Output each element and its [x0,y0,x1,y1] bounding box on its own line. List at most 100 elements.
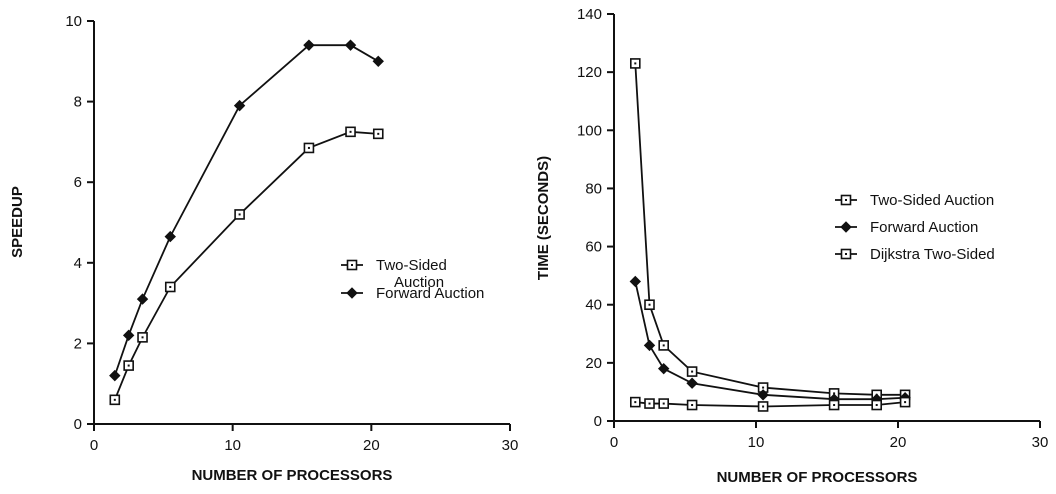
series-two-sided-auction [629,58,911,401]
data-point [629,58,641,69]
data-point [137,332,148,343]
data-point [164,230,176,243]
y-axis-label: TIME (SECONDS) [535,156,552,280]
marker-dot [762,386,765,389]
data-point [658,398,670,409]
data-point [372,55,384,68]
y-tick-label: 80 [585,180,602,197]
x-tick-label: 10 [748,434,765,451]
x-tick-label: 0 [610,434,618,451]
marker-dot [904,401,907,404]
data-point [123,360,134,371]
data-point [234,209,245,220]
marker-dot [833,404,836,407]
data-point [109,369,121,382]
legend-label: Forward Auction [870,219,978,236]
marker-dot [127,364,130,367]
marker-dot [169,285,172,288]
y-tick-label: 120 [577,64,602,81]
data-point [657,362,670,375]
legend: Two-Sided Auction Forward Auction Dijkstra… [835,192,995,263]
data-point [303,142,315,154]
data-point [345,126,356,138]
y-tick-label: 0 [594,413,602,430]
x-axis-label: NUMBER OF PROCESSORS [192,467,393,484]
marker-dot [634,401,637,404]
y-axis-label: SPEEDUP [9,186,26,258]
series-dijkstra-two-sided [629,396,911,412]
data-point [629,275,642,288]
data-point [233,99,246,112]
y-tick-label: 6 [74,174,82,191]
x-tick-label: 20 [890,434,907,451]
marker-dot [351,264,353,266]
x-tick-label: 10 [224,437,241,454]
x-axis-label: NUMBER OF PROCESSORS [717,469,918,486]
marker-dot [833,392,836,395]
x-tick-label: 0 [90,437,98,454]
series-line-forward-auction [113,44,379,376]
data-point [757,389,769,401]
legend-label: Two-Sided Auction [870,192,994,209]
x-tick-label: 20 [363,437,380,454]
data-point [109,394,121,406]
speedup-chart: 0 2 4 6 8 10 0 10 20 30 NUMBER OF PROCESSORS SPEEDU… [9,13,518,484]
y-tick-label: 20 [585,355,602,372]
y-tick-label: 0 [74,416,82,433]
series-forward-auction [629,275,911,405]
legend-marker [840,221,852,233]
marker-dot [662,402,665,405]
legend-label: Dijkstra Two-Sided [870,246,995,263]
data-point [643,339,656,352]
data-point [757,401,769,412]
series-forward-auction [109,39,384,382]
data-point [686,377,698,389]
marker-dot [349,130,352,133]
y-tick-label: 10 [65,13,82,30]
data-point [136,293,149,305]
data-point [372,128,384,140]
data-point [629,396,641,408]
time-chart: 0 20 40 60 80 100 120 140 0 10 20 30 NUMBER OF PROCE… [535,6,1048,486]
marker-dot [762,405,765,408]
marker-dot [238,213,241,216]
marker-dot [634,62,637,65]
y-tick-label: 8 [74,94,82,111]
series-line-two-sided-auction [113,130,379,401]
marker-dot [307,146,310,149]
series-line-dijkstra-two-sided [635,401,906,408]
y-tick-label: 140 [577,6,602,23]
data-point [899,396,911,408]
series-line-two-sided-auction [634,63,906,396]
data-point [644,299,655,311]
marker-dot [691,370,694,373]
legend-label: Two-Sided [376,257,447,274]
data-point [871,399,883,411]
legend-marker [346,287,358,299]
marker-dot [377,132,380,135]
marker-dot [875,404,878,407]
marker-dot [648,303,651,306]
y-tick-label: 4 [74,255,82,272]
x-tick-label: 30 [1032,434,1049,451]
y-tick-label: 40 [585,297,602,314]
legend-marker [840,248,852,260]
data-point [658,340,670,351]
legend-marker [346,259,358,271]
data-point [344,39,357,51]
marker-dot [113,398,116,401]
legend-label: Forward Auction [376,285,484,302]
series-two-sided-auction [109,126,384,406]
marker-dot [691,404,694,407]
marker-dot [662,344,665,347]
data-point [164,281,176,293]
y-tick-label: 60 [585,239,602,256]
data-point [686,399,698,411]
marker-dot [845,199,847,201]
marker-dot [845,253,847,255]
legend-label: Auction [394,274,444,291]
series-line-forward-auction [634,281,906,401]
y-tick-label: 2 [74,335,82,352]
